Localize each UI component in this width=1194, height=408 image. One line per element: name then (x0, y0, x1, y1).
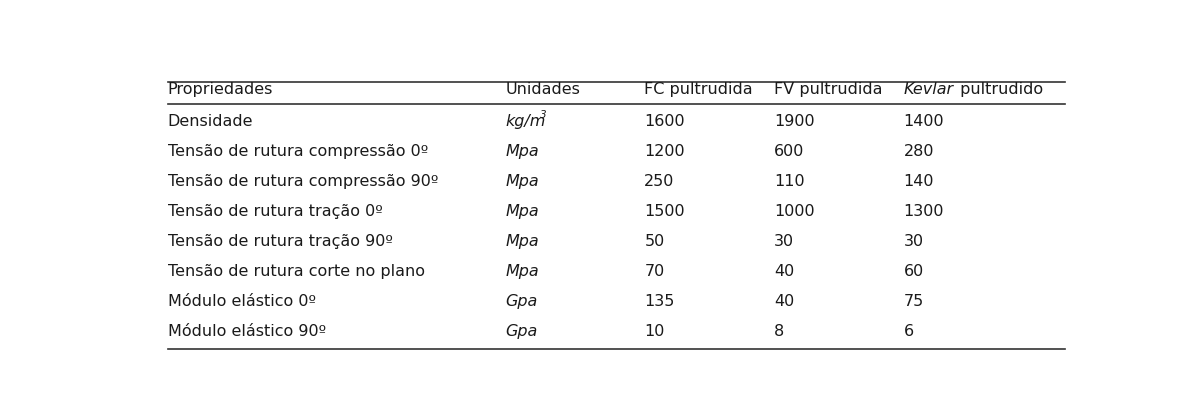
Text: Gpa: Gpa (505, 294, 537, 309)
Text: 70: 70 (645, 264, 665, 279)
Text: Tensão de rutura compressão 0º: Tensão de rutura compressão 0º (167, 144, 427, 159)
Text: FC pultrudida: FC pultrudida (645, 82, 753, 97)
Text: 1400: 1400 (904, 114, 944, 129)
Text: Módulo elástico 0º: Módulo elástico 0º (167, 294, 315, 309)
Text: Mpa: Mpa (505, 144, 540, 159)
Text: 1600: 1600 (645, 114, 685, 129)
Text: Kevlar: Kevlar (904, 82, 954, 97)
Text: Gpa: Gpa (505, 324, 537, 339)
Text: Unidades: Unidades (505, 82, 580, 97)
Text: 280: 280 (904, 144, 934, 159)
Text: 30: 30 (904, 234, 923, 249)
Text: 60: 60 (904, 264, 924, 279)
Text: pultrudido: pultrudido (955, 82, 1044, 97)
Text: 1300: 1300 (904, 204, 944, 219)
Text: Mpa: Mpa (505, 234, 540, 249)
Text: Módulo elástico 90º: Módulo elástico 90º (167, 324, 326, 339)
Text: 40: 40 (774, 264, 794, 279)
Text: Mpa: Mpa (505, 264, 540, 279)
Text: 110: 110 (774, 174, 805, 189)
Text: kg/m: kg/m (505, 114, 546, 129)
Text: 50: 50 (645, 234, 665, 249)
Text: Tensão de rutura tração 0º: Tensão de rutura tração 0º (167, 204, 382, 219)
Text: Mpa: Mpa (505, 174, 540, 189)
Text: 30: 30 (774, 234, 794, 249)
Text: 75: 75 (904, 294, 924, 309)
Text: 10: 10 (645, 324, 665, 339)
Text: 8: 8 (774, 324, 784, 339)
Text: 3: 3 (540, 109, 547, 120)
Text: 40: 40 (774, 294, 794, 309)
Text: 600: 600 (774, 144, 805, 159)
Text: 6: 6 (904, 324, 913, 339)
Text: 1000: 1000 (774, 204, 814, 219)
Text: Mpa: Mpa (505, 204, 540, 219)
Text: 135: 135 (645, 294, 675, 309)
Text: Tensão de rutura corte no plano: Tensão de rutura corte no plano (167, 264, 425, 279)
Text: FV pultrudida: FV pultrudida (774, 82, 882, 97)
Text: 1500: 1500 (645, 204, 685, 219)
Text: 1900: 1900 (774, 114, 814, 129)
Text: Propriedades: Propriedades (167, 82, 273, 97)
Text: 250: 250 (645, 174, 675, 189)
Text: 1200: 1200 (645, 144, 685, 159)
Text: Tensão de rutura compressão 90º: Tensão de rutura compressão 90º (167, 174, 438, 189)
Text: 140: 140 (904, 174, 934, 189)
Text: Tensão de rutura tração 90º: Tensão de rutura tração 90º (167, 234, 393, 249)
Text: Densidade: Densidade (167, 114, 253, 129)
